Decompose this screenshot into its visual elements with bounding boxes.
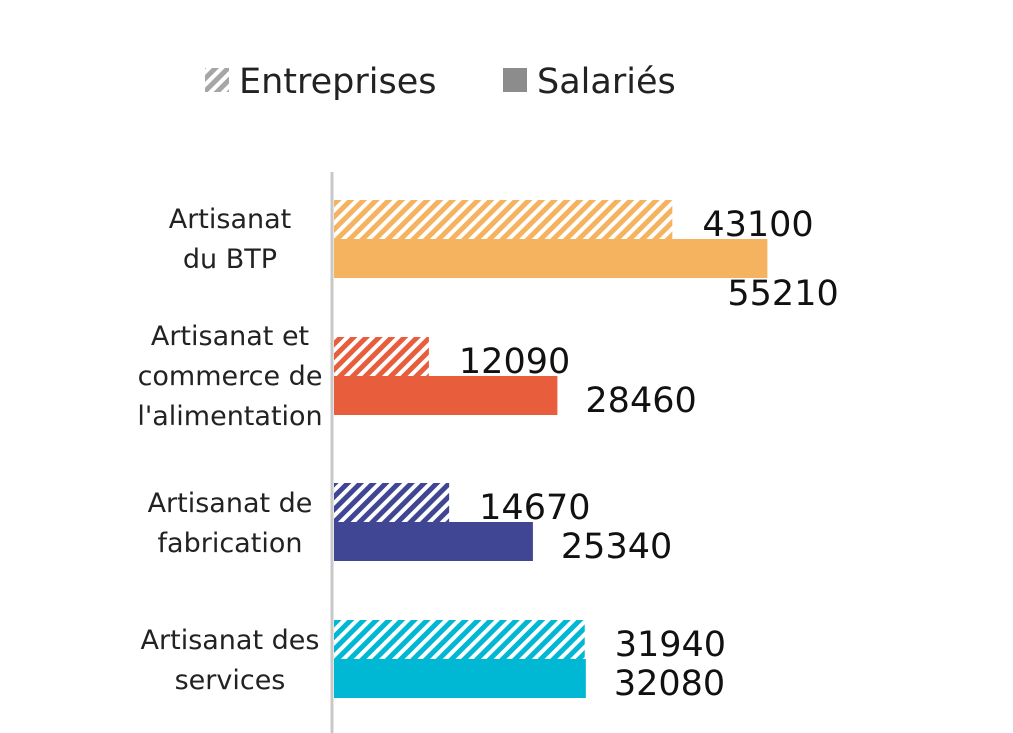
value-label-entreprises-3: 31940 — [615, 625, 726, 665]
category-label-3-line-1: services — [175, 665, 286, 696]
category-label-1-line-0: Artisanat et — [151, 321, 309, 352]
bar-entreprises-artisanat-du-btp — [334, 200, 673, 239]
bar-entreprises-artisanat-de-fabrication — [334, 483, 450, 522]
category-label-1-line-1: commerce de — [138, 361, 323, 392]
category-label-2-line-1: fabrication — [158, 528, 303, 559]
category-label-3-line-0: Artisanat des — [141, 625, 320, 656]
value-label-salaries-1: 28460 — [585, 381, 696, 421]
value-label-entreprises-1: 12090 — [459, 342, 570, 382]
legend-label-salaries: Salariés — [537, 62, 676, 102]
value-label-entreprises-2: 14670 — [479, 488, 590, 528]
bar-salaries-artisanat-du-btp — [334, 239, 768, 278]
chart-bars — [334, 200, 768, 698]
category-label-0-line-1: du BTP — [183, 244, 277, 275]
legend-swatch-entreprises — [205, 68, 229, 92]
legend-label-entreprises: Entreprises — [239, 62, 437, 102]
bar-entreprises-artisanat-des-services — [334, 620, 585, 659]
value-label-salaries-3: 32080 — [614, 664, 725, 704]
bar-salaries-artisanat-des-services — [334, 659, 586, 698]
legend-swatch-salaries — [503, 68, 527, 92]
category-label-1-line-2: l'alimentation — [137, 401, 322, 432]
chart-legend: Entreprises Salariés — [205, 62, 676, 102]
bar-salaries-artisanat-et-l-alimentation — [334, 376, 558, 415]
value-label-salaries-0: 55210 — [727, 274, 838, 314]
category-label-2-line-0: Artisanat de — [148, 488, 313, 519]
bar-entreprises-artisanat-et-l-alimentation — [334, 337, 429, 376]
chart-category-labels: Artisanat du BTP Artisanat et commerce de l'… — [137, 204, 322, 696]
value-label-salaries-2: 25340 — [561, 527, 672, 567]
category-label-0-line-0: Artisanat — [169, 204, 292, 235]
value-label-entreprises-0: 43100 — [702, 205, 813, 245]
bar-salaries-artisanat-de-fabrication — [334, 522, 533, 561]
